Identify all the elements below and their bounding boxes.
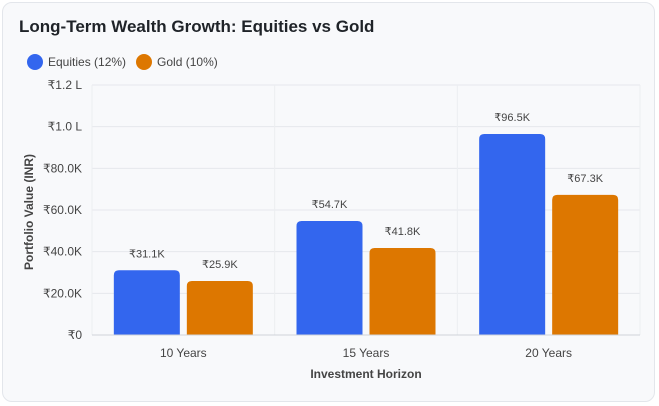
y-tick-label: ₹0 <box>68 328 83 342</box>
bar-gold-1 <box>369 247 436 335</box>
y-tick-label: ₹1.0 L <box>48 120 83 134</box>
legend-item-gold[interactable]: Gold (10%) <box>136 54 218 70</box>
bar-gold-2 <box>552 194 619 335</box>
legend-label-equities: Equities (12%) <box>48 55 127 69</box>
legend-swatch-equities <box>27 54 43 70</box>
y-tick-label: ₹1.2 L <box>48 78 83 92</box>
data-label: ₹54.7K <box>312 199 348 211</box>
legend-item-equities[interactable]: Equities (12%) <box>27 54 126 70</box>
y-tick-label: ₹80.0K <box>43 161 82 175</box>
data-label: ₹25.9K <box>202 259 238 271</box>
x-tick-label: 15 Years <box>343 346 390 360</box>
data-label: ₹41.8K <box>385 226 421 238</box>
x-axis-title: Investment Horizon <box>310 367 421 381</box>
x-axis-ticks: 10 Years 15 Years 20 Years <box>160 346 572 360</box>
chart-title: Long-Term Wealth Growth: Equities vs Gol… <box>19 17 375 36</box>
bars <box>113 134 619 335</box>
y-tick-label: ₹20.0K <box>43 286 82 300</box>
data-label: ₹67.3K <box>567 173 603 185</box>
bar-gold-0 <box>186 280 253 335</box>
bar-equities-2 <box>479 134 546 335</box>
bar-equities-1 <box>296 220 363 335</box>
data-label: ₹96.5K <box>494 112 530 124</box>
bar-equities-0 <box>113 270 180 335</box>
data-label: ₹31.1K <box>129 248 165 260</box>
y-tick-label: ₹60.0K <box>43 203 82 217</box>
y-axis-ticks: ₹0 ₹20.0K ₹40.0K ₹60.0K ₹80.0K ₹1.0 L ₹1.2 L <box>43 78 82 342</box>
y-tick-label: ₹40.0K <box>43 245 82 259</box>
x-tick-label: 10 Years <box>160 346 207 360</box>
legend-swatch-gold <box>136 54 153 70</box>
y-axis-title: Portfolio Value (INR) <box>22 154 36 270</box>
legend: Equities (12%) Gold (10%) <box>27 54 228 70</box>
data-labels: ₹31.1K ₹25.9K ₹54.7K ₹41.8K ₹96.5K ₹67.3K <box>129 112 604 271</box>
x-tick-label: 20 Years <box>525 346 572 360</box>
legend-label-gold: Gold (10%) <box>157 55 218 69</box>
